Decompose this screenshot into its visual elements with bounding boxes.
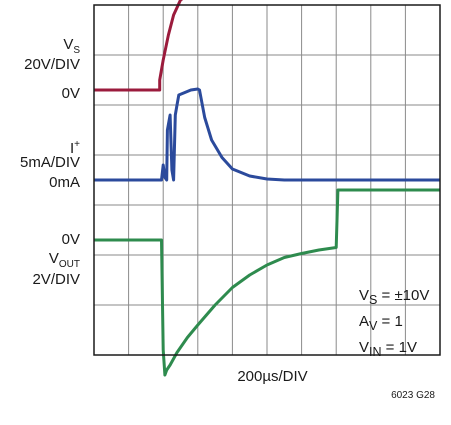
condition-supply: VS = ±10V	[359, 287, 430, 307]
iplus-ground-label: 0mA	[49, 174, 80, 191]
vs-ground-label: 0V	[61, 85, 80, 102]
x-axis-label: 200µs/DIV	[237, 368, 308, 385]
condition-input: VIN = 1V	[359, 339, 417, 359]
figure-id: 6023 G28	[391, 390, 435, 401]
trace-vout	[94, 188, 440, 377]
vs-scale-label: 20V/DIV	[24, 56, 80, 73]
traces	[94, 0, 440, 377]
plot-frame	[93, 4, 441, 356]
trace-iplus	[94, 87, 440, 182]
vout-channel-name: VOUT	[48, 250, 80, 270]
iplus-channel-name: I+	[69, 139, 80, 157]
test-conditions: VS = ±10V AV = 1 VIN = 1V	[359, 285, 429, 363]
vout-ground-label: 0V	[61, 231, 80, 248]
iplus-scale-label: 5mA/DIV	[19, 154, 80, 171]
vs-channel-name: VS	[63, 36, 80, 56]
condition-gain: AV = 1	[359, 313, 403, 333]
trace-vs	[94, 0, 184, 92]
vout-scale-label: 2V/DIV	[32, 271, 80, 288]
